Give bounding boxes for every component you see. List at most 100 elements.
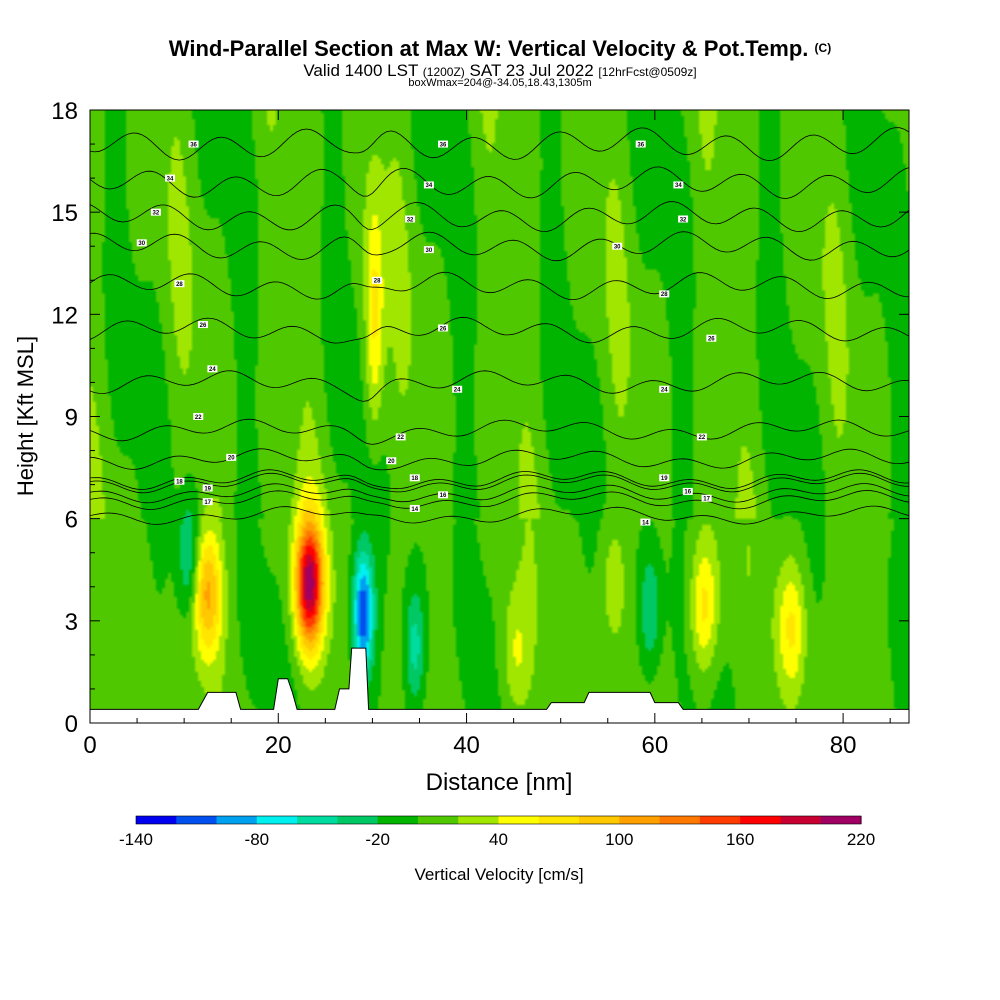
isentrope-label-box (174, 280, 185, 288)
colorbar-tick-label: -20 (365, 830, 390, 849)
colorbar-swatch (619, 816, 661, 824)
vertical-velocity-field (90, 110, 909, 723)
colorbar-swatch (256, 816, 298, 824)
isentrope-label-box (372, 276, 383, 284)
colorbar-swatch (659, 816, 701, 824)
isentrope-label-box (612, 242, 623, 250)
y-axis-label: Height [Kft MSL] (13, 336, 38, 496)
isentrope-label-box (202, 498, 213, 506)
isentrope-label: 19 (204, 486, 211, 492)
colorbar-swatch (699, 816, 741, 824)
x-tick-label: 20 (265, 732, 292, 759)
colorbar-tick-label: -80 (245, 830, 270, 849)
x-tick-label: 0 (83, 732, 96, 759)
y-tick-label: 9 (65, 405, 78, 432)
isentrope-label-box (409, 474, 420, 482)
x-tick-label: 40 (453, 732, 480, 759)
isentrope-label-box (659, 290, 670, 298)
colorbar-tick-label: 220 (847, 830, 875, 849)
isentrope-label-box (659, 474, 670, 482)
colorbar-swatch (538, 816, 580, 824)
isentrope-label-box (678, 215, 689, 223)
isentrope-label-box (438, 140, 449, 148)
y-tick-label: 18 (51, 98, 78, 125)
chart-title: Wind-Parallel Section at Max W: Vertical… (168, 36, 832, 61)
isentrope-label: 36 (190, 142, 197, 148)
isentrope-label-box (174, 477, 185, 485)
isentrope-label: 26 (708, 336, 715, 342)
colorbar-label: Vertical Velocity [cm/s] (414, 865, 583, 884)
isentrope-label: 14 (411, 507, 418, 513)
isentrope-label: 32 (680, 217, 687, 223)
colorbar-swatch (337, 816, 379, 824)
box-info-line: boxWmax=204@-34.05,18.43,1305m (408, 77, 592, 89)
colorbar-swatch (176, 816, 218, 824)
isentrope-label: 28 (176, 282, 183, 288)
y-tick-label: 0 (65, 711, 78, 738)
isentrope-label-box (423, 181, 434, 189)
isentrope-label: 34 (167, 176, 174, 182)
isentrope-label: 32 (407, 217, 414, 223)
isentrope-label: 14 (642, 520, 649, 526)
isentrope-label-box (438, 324, 449, 332)
isentrope-label: 36 (637, 142, 644, 148)
colorbar-swatch (377, 816, 419, 824)
valid-time-line: Valid 1400 LST (1200Z) SAT 23 Jul 2022 [… (303, 61, 697, 80)
isentrope-label-box (706, 334, 717, 342)
isentrope-label-box (640, 518, 651, 526)
isentrope-label-box (659, 385, 670, 393)
colorbar-swatch (740, 816, 782, 824)
isentrope-label: 16 (684, 490, 691, 496)
isentrope-labels: 14 14 16 16 17 17 18 18 19 19 20 20 22 22 22 24 24 24 26 26… (136, 140, 717, 526)
isentrope-label-box (202, 484, 213, 492)
colorbar-swatch (780, 816, 822, 824)
colorbar-swatch (458, 816, 500, 824)
colorbar-tick-label: -140 (119, 830, 153, 849)
isentrope-label: 34 (675, 183, 682, 189)
isentrope-label-box (438, 491, 449, 499)
colorbar: -140 -80 -20 40 100 160 220 (119, 815, 875, 849)
isentrope-label: 26 (200, 323, 207, 329)
isentrope-label: 19 (661, 476, 668, 482)
isentrope-label: 22 (397, 435, 404, 441)
isentrope-label-box (150, 208, 161, 216)
isentrope-label: 22 (195, 415, 202, 421)
isentrope-22 (90, 418, 909, 445)
isentrope-label: 16 (440, 493, 447, 499)
isentrope-label-box (696, 433, 707, 441)
y-tick-label: 15 (51, 200, 78, 227)
x-axis-label: Distance [nm] (426, 769, 573, 796)
isentrope-label: 20 (228, 456, 235, 462)
isentrope-label-box (423, 246, 434, 254)
isentrope-label-box (226, 453, 237, 461)
colorbar-swatch (820, 816, 862, 824)
isentrope-label: 32 (153, 210, 160, 216)
x-axis: 0 20 40 60 80 (83, 110, 891, 759)
isentrope-label: 18 (411, 476, 418, 482)
isentrope-label-box (193, 413, 204, 420)
isentrope-label: 24 (661, 388, 668, 394)
isentrope-label: 26 (440, 326, 447, 332)
isentrope-26 (90, 316, 909, 344)
isentrope-17 (90, 490, 909, 510)
colorbar-swatch (579, 816, 620, 824)
terrain-profile (90, 647, 909, 723)
isentrope-label: 18 (176, 480, 183, 486)
colorbar-tick-label: 160 (726, 830, 754, 849)
colorbar-swatch (136, 816, 177, 824)
isentrope-label: 28 (661, 292, 668, 298)
isentrope-32 (90, 201, 909, 233)
isentrope-34 (90, 166, 909, 199)
y-tick-label: 6 (65, 507, 78, 534)
isentrope-label-box (673, 181, 684, 189)
isentrope-16 (90, 483, 909, 504)
x-tick-label: 80 (830, 732, 857, 759)
colorbar-tick-label: 40 (489, 830, 508, 849)
isentrope-36 (90, 127, 909, 162)
plot-clip-group: 14 14 16 16 17 17 18 18 19 19 20 20 22 22 22 24 24 24 26 26… (90, 110, 909, 723)
isentrope-label: 36 (440, 142, 447, 148)
isentrope-label-box (188, 140, 199, 148)
isentrope-label: 30 (138, 241, 145, 247)
